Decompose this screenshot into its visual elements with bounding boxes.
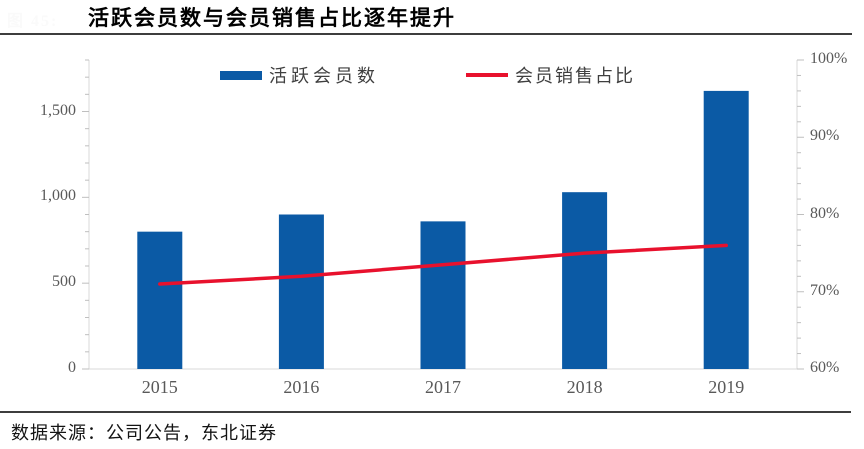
right-axis-tick-label: 80%	[810, 204, 840, 222]
x-axis-label-2017: 2017	[425, 377, 461, 397]
legend-label-member-sales-ratio: 会员销售占比	[515, 66, 635, 86]
legend-label-active-members: 活跃会员数	[269, 66, 379, 86]
legend-line-swatch-icon	[466, 73, 508, 77]
bar-2017	[420, 221, 466, 369]
right-axis-tick-label: 100%	[810, 50, 848, 67]
x-axis-label-2015: 2015	[141, 377, 178, 397]
left-axis-tick-label: 1,000	[40, 187, 76, 205]
member-sales-ratio-line	[158, 243, 728, 286]
bar-2016	[278, 214, 324, 369]
right-axis-tick-label: 60%	[810, 359, 840, 376]
left-axis-tick-label: 1,500	[40, 101, 76, 119]
left-axis-tick-label: 500	[52, 273, 76, 291]
legend-item-member-sales-ratio: 会员销售占比	[466, 62, 635, 88]
bar-2018	[562, 192, 608, 369]
bar-2019	[703, 90, 749, 370]
legend-item-active-members: 活跃会员数	[220, 62, 379, 88]
data-source-note: 数据来源：公司公告，东北证券	[11, 423, 277, 443]
right-axis-tick-label: 90%	[810, 127, 840, 145]
bar-2015	[137, 231, 183, 369]
figure-number-label: 图 45:	[7, 13, 59, 30]
legend-bar-swatch-icon	[220, 70, 262, 80]
right-axis-tick-label: 70%	[810, 281, 840, 299]
x-axis-label-2018: 2018	[566, 377, 603, 397]
x-axis-label-2019: 2019	[708, 377, 745, 397]
left-axis-tick-label: 0	[68, 359, 76, 376]
x-axis-label-2016: 2016	[283, 377, 320, 397]
bottom-rule	[0, 411, 851, 413]
title-rule	[0, 33, 852, 35]
chart-title: 活跃会员数与会员销售占比逐年提升	[88, 6, 456, 30]
